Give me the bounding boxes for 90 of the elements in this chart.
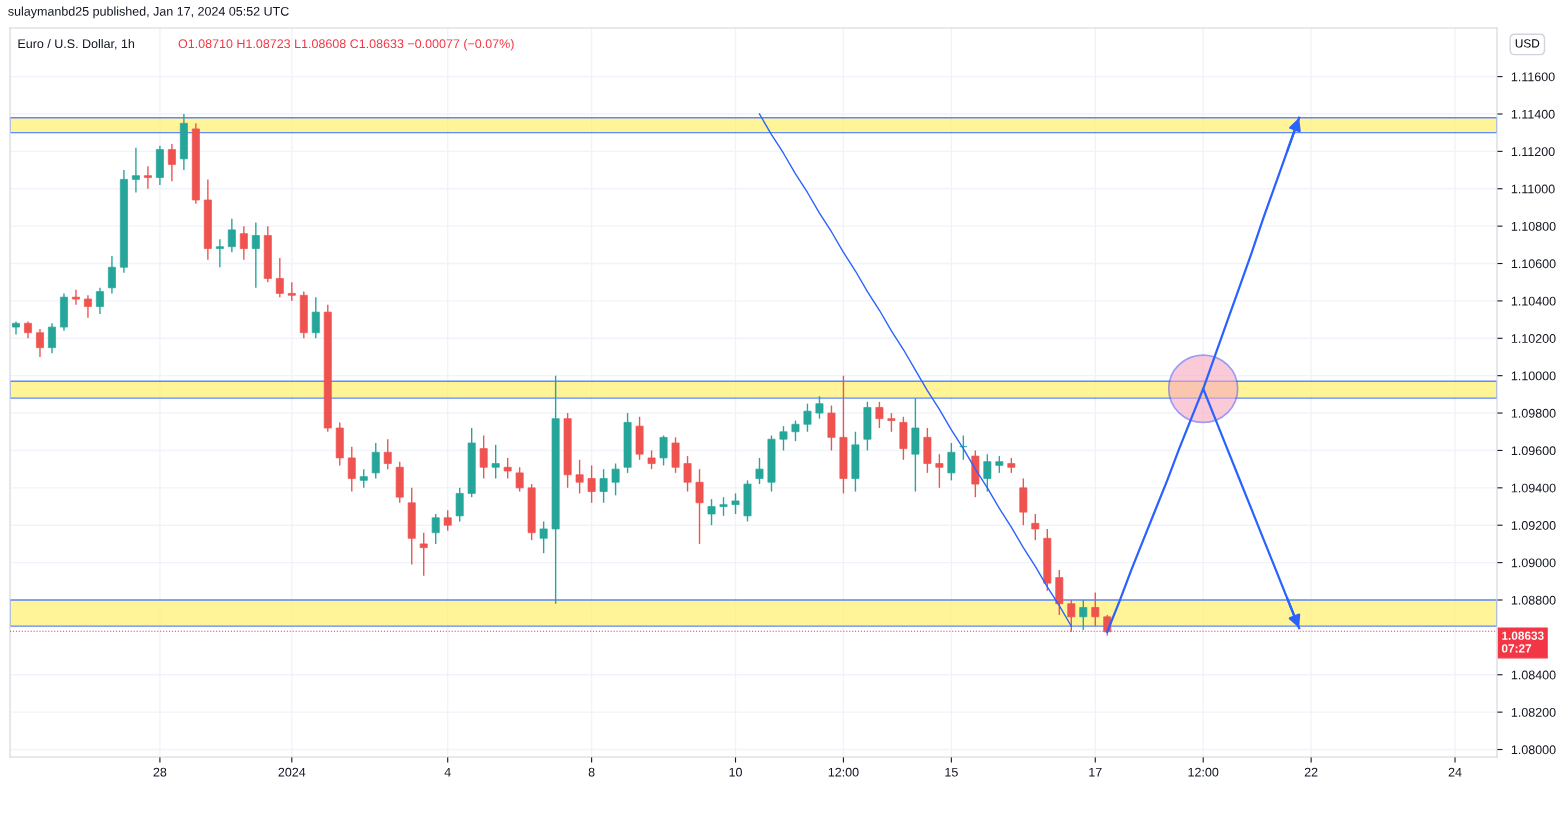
candlestick	[347, 446, 356, 493]
y-tick-label: 1.11600	[1511, 72, 1555, 82]
candlestick	[251, 221, 260, 289]
candlestick	[143, 165, 152, 190]
ref-line-label: 1.08633 07:27	[1501, 631, 1544, 653]
y-tick-label: 1.09800	[1511, 408, 1556, 418]
candlestick	[311, 296, 320, 339]
candlestick	[275, 257, 284, 298]
candlestick	[575, 459, 584, 495]
candlestick	[1031, 513, 1040, 541]
candlestick	[479, 434, 488, 480]
candlestick	[599, 468, 608, 504]
candlestick	[443, 509, 452, 532]
candlestick	[935, 453, 944, 489]
candlestick	[107, 255, 116, 295]
x-tick-label: 10	[729, 767, 742, 777]
x-tick-label: 22	[1304, 767, 1318, 777]
x-tick-label: 28	[153, 767, 167, 777]
y-tick-label: 1.09400	[1511, 483, 1556, 493]
candlestick	[947, 442, 956, 482]
candlestick	[755, 457, 764, 485]
x-tick-label: 2024	[278, 767, 306, 777]
candlestick	[455, 487, 464, 523]
candlestick	[383, 438, 392, 470]
candlestick	[287, 281, 296, 302]
candlestick	[695, 468, 704, 545]
y-axis-title: USD	[1515, 39, 1540, 48]
candlestick	[167, 143, 176, 182]
candlestick	[707, 498, 716, 526]
candlestick	[227, 217, 236, 254]
candlestick	[515, 466, 524, 493]
y-tick-label: 1.10600	[1511, 259, 1556, 269]
x-tick-label: 17	[1089, 767, 1102, 777]
candlestick	[12, 320, 20, 336]
x-tick-label: 8	[588, 767, 595, 777]
y-tick-label: 1.10800	[1511, 221, 1556, 231]
candlestick	[647, 449, 656, 470]
candlestick	[491, 444, 500, 480]
y-tick-label: 1.09200	[1511, 521, 1556, 530]
candlestick	[611, 462, 620, 497]
candlestick	[239, 225, 248, 261]
y-tick-label: 1.08400	[1511, 670, 1556, 680]
candlestick	[36, 328, 44, 358]
candlestick	[95, 287, 104, 315]
candlestick	[419, 531, 428, 577]
candlestick	[48, 322, 56, 354]
candlestick	[683, 455, 692, 493]
y-tick-label: 1.08000	[1511, 745, 1556, 755]
candlestick	[359, 468, 368, 489]
x-tick-label: 4	[444, 767, 451, 777]
candlestick	[791, 419, 800, 442]
candlestick	[1067, 599, 1076, 633]
candlestick	[371, 442, 380, 480]
candlestick	[1079, 599, 1088, 631]
y-tick-label: 1.10000	[1511, 371, 1556, 381]
candlestick	[131, 146, 140, 194]
candlestick	[803, 403, 812, 433]
candlestick	[215, 238, 224, 268]
candlestick	[539, 520, 548, 554]
y-tick-label: 1.11000	[1511, 184, 1555, 194]
candlestick	[503, 457, 512, 480]
candlestick	[875, 401, 884, 429]
candlestick	[815, 395, 824, 420]
candlestick	[659, 434, 668, 467]
candlestick	[587, 464, 596, 504]
y-tick-label: 1.11400	[1511, 109, 1555, 119]
x-tick-label: 24	[1448, 767, 1462, 777]
candlestick	[431, 513, 440, 545]
candlestick	[731, 492, 740, 515]
text: Euro / U.S. Dollar, 1h	[18, 38, 135, 50]
y-tick-label: 1.10400	[1511, 296, 1556, 306]
x-tick-label: 12:00	[828, 767, 859, 777]
candlestick	[983, 453, 992, 493]
text: sulaymanbd25 published, Jan 17, 2024 05:52 UTC	[8, 6, 289, 19]
candlestick	[887, 412, 896, 433]
y-tick-label: 1.10200	[1511, 334, 1556, 343]
x-tick-label: 12:00	[1188, 767, 1219, 777]
x-tick-label: 15	[945, 767, 958, 777]
y-tick-label: 1.09000	[1511, 558, 1556, 568]
y-tick-label: 1.11200	[1511, 147, 1555, 157]
y-tick-label: 1.08200	[1511, 707, 1556, 717]
candlestick	[779, 425, 788, 452]
candlestick	[959, 434, 968, 461]
y-tick-label: 1.08800	[1511, 595, 1556, 605]
candlestick	[1091, 591, 1100, 627]
candlestick	[719, 496, 728, 517]
candlestick	[84, 294, 92, 319]
candlestick	[72, 288, 80, 306]
text: O1.08710 H1.08723 L1.08608 C1.08633 −0.00077 (−0.07%)	[178, 38, 514, 51]
y-tick-label: 1.09600	[1511, 446, 1556, 456]
